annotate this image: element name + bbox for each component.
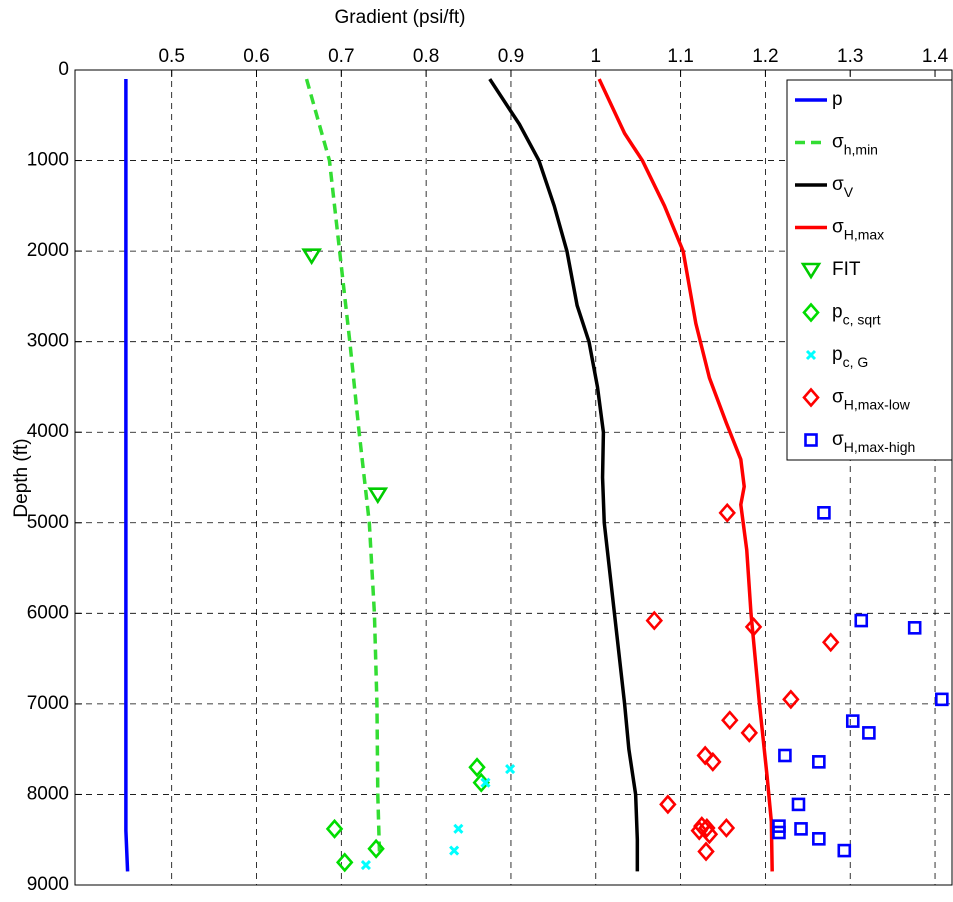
marker-square: [907, 621, 922, 635]
x-tick-label: 0.7: [328, 46, 354, 67]
legend-subscript: c, G: [843, 354, 869, 370]
x-tick-label: 0.5: [158, 46, 184, 67]
legend-name: p: [832, 344, 843, 365]
y-tick-label: 8000: [27, 783, 69, 804]
x-tick-label: 1.2: [752, 46, 778, 67]
marker-square: [817, 506, 831, 520]
marker-diamond: [335, 852, 354, 873]
marker-diamond: [697, 841, 715, 862]
y-tick-label: 2000: [27, 240, 69, 261]
x-tick-label: 0.8: [413, 46, 439, 67]
marker-square: [778, 748, 792, 763]
series-line: [597, 78, 774, 872]
marker-diamond: [704, 751, 722, 772]
marker-diamond: [690, 820, 708, 841]
x-tick-label: 1.1: [667, 46, 693, 67]
marker-diamond: [468, 757, 486, 778]
marker-square: [772, 825, 786, 840]
marker-cross: [505, 764, 516, 775]
legend-label: σh,min: [832, 132, 878, 158]
marker-diamond: [718, 502, 736, 523]
legend-name: σ: [832, 387, 844, 408]
legend-label: p: [832, 89, 843, 110]
legend-label: pc, G: [832, 344, 868, 370]
marker-diamond: [721, 710, 739, 731]
chart-title: Gradient (psi/ft): [335, 7, 466, 28]
legend-label: σV: [832, 174, 854, 200]
legend-label: σH,max-high: [832, 429, 915, 455]
legend-label: FIT: [832, 259, 861, 280]
marker-diamond: [472, 772, 490, 793]
series-line: [488, 78, 640, 872]
marker-square: [854, 613, 869, 628]
legend-name: σ: [832, 429, 844, 450]
marker-square: [935, 692, 949, 707]
y-tick-label: 1000: [27, 150, 69, 171]
marker-cross: [805, 349, 817, 361]
marker-cross: [449, 845, 460, 856]
marker-square: [845, 714, 860, 728]
marker-cross: [360, 860, 371, 871]
marker-diamond: [717, 817, 736, 838]
legend-name: σ: [832, 174, 844, 195]
y-tick-label: 3000: [27, 331, 69, 352]
marker-diamond: [700, 824, 719, 845]
legend-subscript: H,max: [844, 226, 884, 242]
legend-name: σ: [832, 217, 844, 238]
legend-name: p: [832, 302, 843, 323]
y-tick-label: 7000: [27, 693, 69, 714]
x-tick-label: 1: [590, 46, 601, 67]
marker-diamond: [744, 616, 763, 637]
marker-diamond: [325, 818, 344, 839]
marker-diamond: [696, 745, 714, 766]
legend-name: σ: [832, 132, 844, 153]
marker-triangle: [301, 248, 322, 266]
legend-subscript: h,min: [844, 141, 878, 157]
marker-diamond: [659, 794, 677, 815]
marker-triangle: [800, 262, 822, 280]
marker-triangle: [367, 487, 389, 505]
marker-diamond: [645, 610, 664, 631]
legend-subscript: H,max-low: [844, 396, 911, 412]
marker-square: [804, 433, 818, 447]
x-tick-label: 0.6: [243, 46, 269, 67]
x-tick-label: 0.9: [498, 46, 524, 67]
legend-subscript: H,max-high: [844, 439, 916, 455]
legend-name: FIT: [832, 259, 861, 280]
y-tick-label: 6000: [27, 602, 69, 623]
series-line: [124, 79, 130, 872]
legend-label: σH,max: [832, 217, 884, 243]
plot-frame: [74, 69, 953, 886]
y-tick-label: 9000: [27, 874, 69, 895]
marker-square: [794, 822, 808, 836]
legend-subscript: c, sqrt: [843, 311, 881, 327]
y-tick-label: 4000: [27, 421, 69, 442]
marker-diamond: [802, 387, 820, 408]
marker-square: [837, 843, 852, 858]
y-tick-label: 0: [58, 59, 69, 80]
y-tick-label: 5000: [27, 512, 69, 533]
marker-cross: [480, 777, 491, 788]
marker-diamond: [782, 689, 800, 710]
marker-square: [812, 755, 826, 769]
x-tick-label: 1.4: [922, 46, 949, 67]
legend-label: σH,max-low: [832, 387, 911, 413]
y-axis-label: Depth (ft): [11, 438, 32, 517]
marker-square: [812, 832, 826, 846]
marker-diamond: [367, 838, 385, 859]
marker-cross: [453, 823, 464, 834]
x-tick-label: 1.3: [837, 46, 863, 67]
series-line: [304, 78, 382, 854]
marker-diamond: [821, 632, 840, 653]
marker-diamond: [802, 302, 820, 323]
legend-name: p: [832, 89, 843, 110]
legend-subscript: V: [844, 184, 854, 200]
legend-label: pc, sqrt: [832, 302, 881, 328]
marker-diamond: [740, 722, 759, 743]
marker-square: [862, 726, 876, 740]
marker-square: [791, 797, 806, 812]
